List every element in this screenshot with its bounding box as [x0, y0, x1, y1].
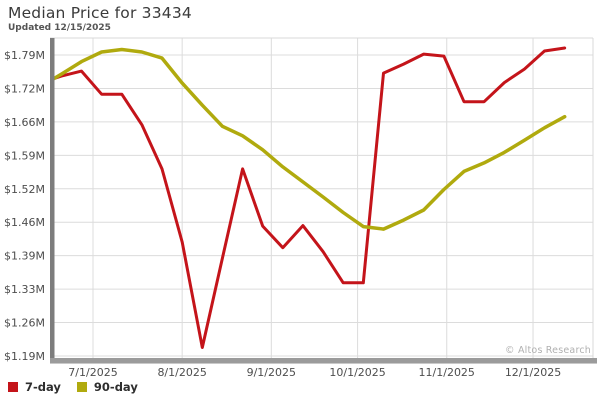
- series-line-90-day: [50, 47, 567, 231]
- legend: 7-day 90-day: [8, 380, 138, 394]
- chart-header: Median Price for 33434 Updated 12/15/202…: [8, 4, 192, 33]
- x-tick-label: 11/1/2025: [419, 366, 475, 379]
- y-tick-label: $1.52M: [4, 183, 45, 196]
- chart-title: Median Price for 33434: [8, 4, 192, 22]
- x-tick-label: 10/1/2025: [329, 366, 385, 379]
- y-tick-label: $1.46M: [4, 216, 45, 229]
- y-tick-label: $1.59M: [4, 149, 45, 162]
- y-tick-label: $1.72M: [4, 82, 45, 95]
- legend-label-7-day: 7-day: [25, 380, 61, 394]
- x-tick-label: 12/1/2025: [505, 366, 561, 379]
- x-axis-bar: [50, 358, 597, 364]
- legend-item-7-day: 7-day: [8, 380, 61, 394]
- legend-label-90-day: 90-day: [93, 380, 138, 394]
- x-tick-label: 9/1/2025: [247, 366, 296, 379]
- altos-research-watermark: © Altos Research: [505, 345, 591, 356]
- legend-swatch-7-day: [8, 382, 18, 392]
- y-tick-label: $1.79M: [4, 49, 45, 62]
- chart-updated-date: Updated 12/15/2025: [8, 23, 111, 33]
- x-tick-label: 8/1/2025: [157, 366, 206, 379]
- x-tick-label: 7/1/2025: [68, 366, 117, 379]
- series-line-7-day: [50, 46, 567, 349]
- y-axis-bar: [50, 38, 55, 364]
- y-tick-label: $1.19M: [4, 350, 45, 363]
- y-tick-label: $1.26M: [4, 317, 45, 330]
- y-tick-label: $1.66M: [4, 116, 45, 129]
- legend-item-90-day: 90-day: [76, 380, 138, 394]
- y-tick-label: $1.33M: [4, 283, 45, 296]
- y-tick-label: $1.39M: [4, 250, 45, 263]
- legend-swatch-90-day: [76, 382, 87, 392]
